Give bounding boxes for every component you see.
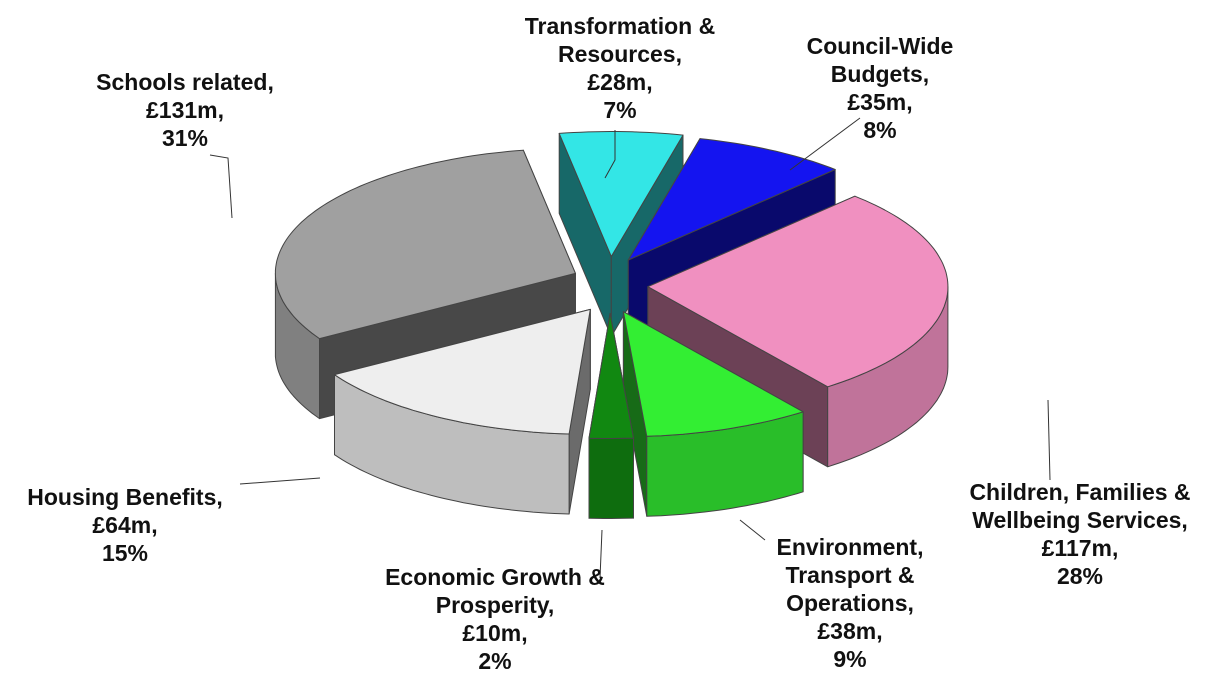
label-name: Economic Growth & Prosperity [360,563,630,619]
percent-label: 7% [603,97,637,123]
data-label: Economic Growth & Prosperity£10m2% [360,563,630,675]
data-label: Council-Wide Budgets£35m8% [795,32,965,144]
percent-label: 2% [478,648,512,674]
slice-top [647,195,949,388]
value-label: £38m [745,617,955,645]
data-label: Environment, Transport & Operations£38m9… [745,533,955,673]
percent-label: 28% [1056,563,1104,589]
value-label: £64m [0,511,250,539]
data-label: Schools related£131m31% [65,68,305,152]
leader-line [1047,399,1051,481]
leader-line [789,117,861,171]
label-name: Environment, Transport & Operations [745,533,955,617]
leader-line [604,130,616,179]
data-label: Transformation & Resources£28m7% [485,12,755,124]
value-label: £28m [485,68,755,96]
leader-line [209,154,233,219]
leader-line [239,477,321,485]
label-name: Transformation & Resources [485,12,755,68]
slice-top [627,138,836,261]
percent-label: 8% [863,117,897,143]
data-label: Children, Families & Wellbeing Services£… [960,478,1200,590]
value-label: £10m [360,619,630,647]
value-label: £117m [960,534,1200,562]
slice [622,311,804,517]
percent-label: 15% [101,540,149,566]
data-label: Housing Benefits£64m15% [0,483,250,567]
slice [334,308,591,515]
slice-wall [588,437,634,519]
label-name: Schools related [65,68,305,96]
slice [588,313,634,519]
percent-label: 31% [161,125,209,151]
slice-top [588,313,634,439]
slice-top [622,311,804,437]
slice-top [334,308,591,435]
label-name: Council-Wide Budgets [795,32,965,88]
slice-top [274,149,576,340]
label-name: Housing Benefits [0,483,250,511]
value-label: £35m [795,88,965,116]
label-name: Children, Families & Wellbeing Services [960,478,1200,534]
slice-top [558,131,684,257]
percent-label: 9% [833,646,867,672]
value-label: £131m [65,96,305,124]
